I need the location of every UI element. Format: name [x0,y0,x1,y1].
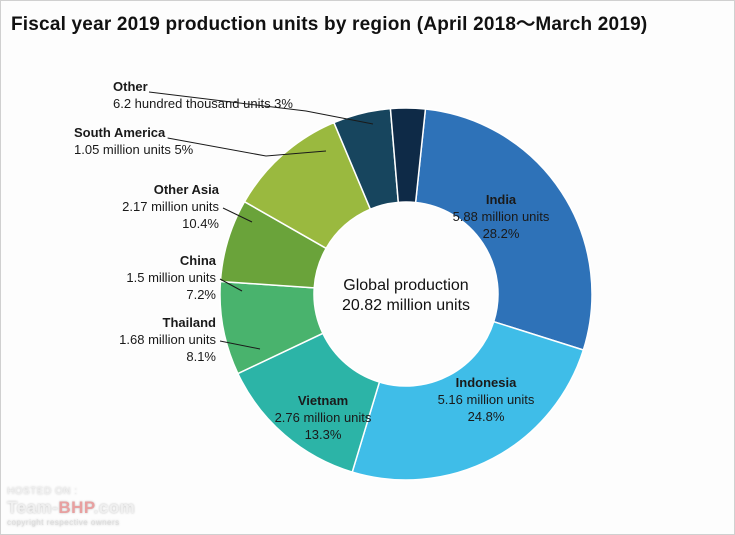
slice-label-other: Other6.2 hundred thousand units 3% [113,79,293,111]
slice-label-thailand: Thailand1.68 million units8.1% [119,315,216,364]
slice-label-other-asia: Other Asia2.17 million units10.4% [122,182,220,231]
watermark-copyright: copyright respective owners [7,518,135,528]
donut-chart: India5.88 million units28.2%Indonesia5.1… [1,39,735,535]
slice-label-south-america: South America1.05 million units 5% [74,125,194,157]
chart-title: Fiscal year 2019 production units by reg… [11,9,724,36]
watermark-hosted: HOSTED ON : [7,486,78,497]
center-label: Global production20.82 million units [342,277,470,314]
watermark-brand: Team-BHP.com [7,498,135,518]
slice-label-china: China1.5 million units7.2% [126,253,216,302]
watermark: HOSTED ON : Team-BHP.com copyright respe… [7,486,135,528]
